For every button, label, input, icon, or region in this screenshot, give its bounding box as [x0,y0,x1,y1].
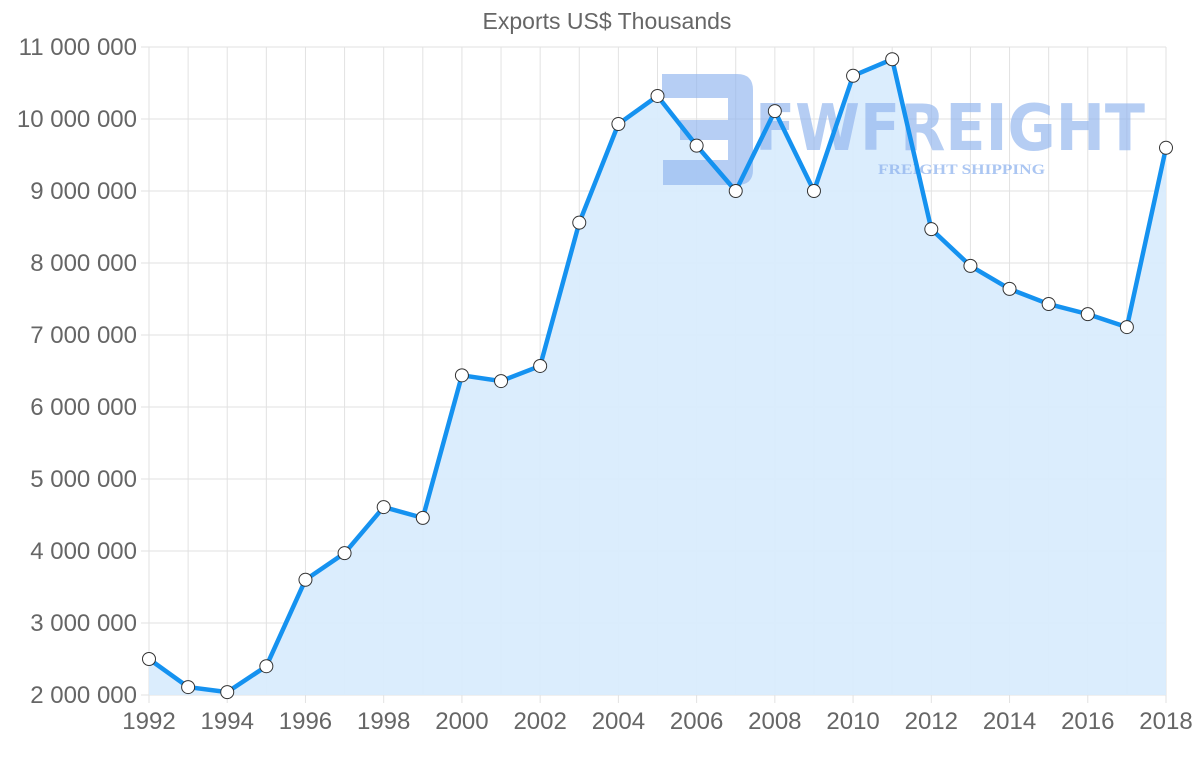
y-tick-label: 2 000 000 [30,682,137,709]
x-tick-label: 2000 [435,708,488,735]
data-point-1999[interactable] [415,510,430,525]
x-tick-label: 2004 [592,708,645,735]
y-axis-labels: 2 000 000 3 000 000 4 000 000 5 000 000 6 00… [17,34,137,709]
data-point-2008[interactable] [767,104,782,119]
data-point-1993[interactable] [181,680,196,695]
x-tick-label: 2016 [1061,708,1114,735]
x-tick-label: 2002 [513,708,566,735]
x-tick-label: 2008 [748,708,801,735]
x-tick-label: 2006 [670,708,723,735]
x-tick-label: 1994 [201,708,254,735]
data-point-2016[interactable] [1080,307,1095,322]
y-tick-label: 4 000 000 [30,538,137,565]
watermark-icon [662,74,753,185]
data-point-2004[interactable] [611,117,626,132]
data-point-2007[interactable] [728,184,743,198]
x-tick-label: 2014 [983,708,1036,735]
data-markers [142,52,1173,700]
y-tick-label: 7 000 000 [30,322,137,349]
data-point-1995[interactable] [259,659,274,674]
data-point-2000[interactable] [454,368,469,383]
data-point-2006[interactable] [689,138,704,153]
data-point-1997[interactable] [337,546,352,561]
data-point-1992[interactable] [142,652,156,666]
x-tick-label: 2018 [1139,708,1192,735]
data-point-2005[interactable] [650,88,665,103]
y-tick-label: 5 000 000 [30,466,137,493]
y-tick-label: 9 000 000 [30,178,137,205]
data-point-1994[interactable] [220,685,235,700]
x-tick-label: 1998 [357,708,410,735]
area-fill-path [149,59,1166,696]
y-tick-label: 8 000 000 [30,250,137,277]
data-point-2002[interactable] [533,358,548,373]
data-point-2009[interactable] [806,184,821,198]
data-point-2001[interactable] [494,374,509,389]
data-point-2017[interactable] [1119,320,1134,335]
data-point-2014[interactable] [1002,281,1017,296]
chart-title: Exports US$ Thousands [482,8,732,34]
x-tick-label: 2012 [905,708,958,735]
x-tick-label: 1996 [279,708,332,735]
data-point-1998[interactable] [376,500,391,515]
data-point-2003[interactable] [572,215,587,230]
y-tick-label: 6 000 000 [30,394,137,421]
data-point-1996[interactable] [298,572,313,587]
x-axis-labels: 1992 1994 1996 1998 2000 2002 2004 2006 2008 2010… [122,708,1192,735]
watermark-brand: FWFREIGHT [755,92,1145,166]
watermark-tagline: FREIGHT SHIPPING [878,162,1045,178]
y-tick-label: 3 000 000 [30,610,137,637]
data-point-2010[interactable] [846,68,861,83]
data-point-2015[interactable] [1041,297,1056,312]
data-point-2012[interactable] [924,222,939,237]
area-fill [149,59,1166,696]
data-point-2011[interactable] [885,52,900,67]
data-point-2013[interactable] [963,258,978,273]
data-point-2018[interactable] [1159,140,1173,155]
x-tick-label: 2010 [826,708,879,735]
y-tick-label: 10 000 000 [17,106,137,133]
x-tick-label: 1992 [122,708,175,735]
y-tick-label: 11 000 000 [19,34,137,61]
